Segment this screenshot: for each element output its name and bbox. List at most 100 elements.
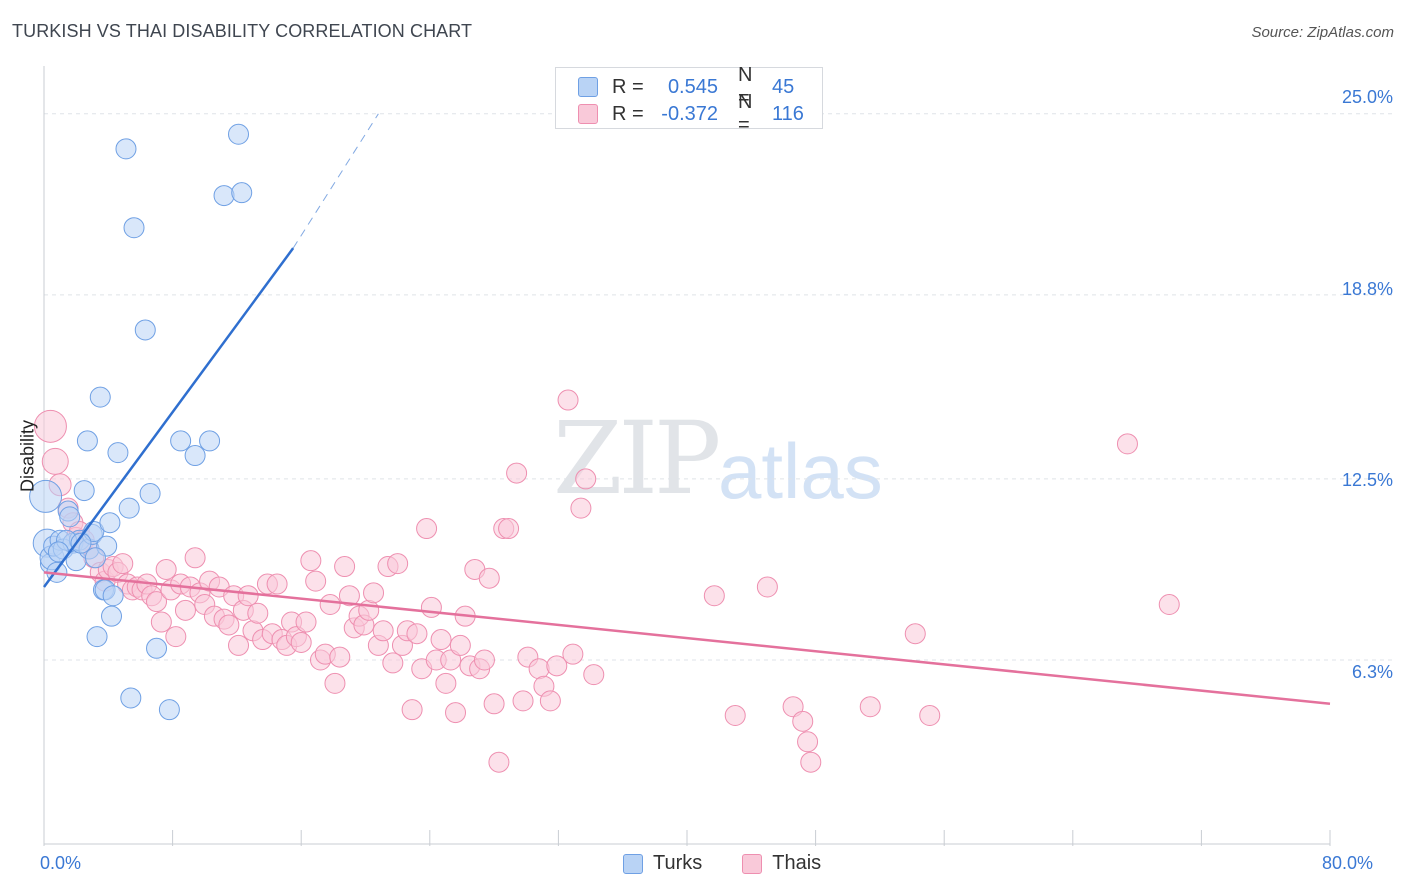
thais-point	[300, 550, 322, 572]
thais-point	[334, 556, 356, 578]
n-label: N =	[738, 91, 753, 136]
series-legend: Turks Thais	[623, 852, 861, 875]
thais-point	[290, 631, 312, 653]
thais-point	[473, 649, 495, 671]
thais-point	[416, 518, 438, 540]
thais-point	[512, 690, 534, 712]
thais-point	[449, 634, 471, 656]
x-tick-label-min: 0.0%	[40, 853, 82, 873]
turks-point	[59, 506, 81, 528]
turks-point	[231, 182, 253, 204]
chart-title: TURKISH VS THAI DISABILITY CORRELATION C…	[12, 21, 473, 41]
turks-point	[89, 386, 111, 408]
turks-point	[118, 497, 140, 519]
thais-point	[218, 614, 240, 636]
thais-point	[539, 690, 561, 712]
thais-swatch	[578, 104, 598, 124]
turks-point	[146, 637, 168, 659]
thais-point	[430, 629, 452, 651]
thais-point	[575, 468, 597, 490]
thais-point	[150, 611, 172, 633]
thais-point	[387, 553, 409, 575]
legend-item-thais[interactable]: Thais	[742, 852, 821, 875]
thais-point	[319, 593, 341, 615]
x-tick-label-max: 80.0%	[1322, 853, 1374, 873]
thais-point	[1116, 433, 1138, 455]
thais-trend-line	[43, 571, 1331, 706]
stats-row-turks: R = 0.545 N = 45	[578, 64, 795, 109]
r-label: R =	[612, 102, 644, 125]
r-value: 0.545	[667, 75, 718, 98]
turks-point	[70, 532, 92, 554]
turks-point	[84, 547, 106, 569]
thais-point	[562, 643, 584, 665]
n-label: N =	[738, 64, 753, 109]
thais-point	[247, 602, 269, 624]
thais-point	[440, 649, 462, 671]
turks-swatch	[578, 77, 598, 97]
thais-point	[174, 599, 196, 621]
thais-point	[324, 672, 346, 694]
turks-point	[123, 217, 145, 239]
thais-point	[528, 658, 550, 680]
thais-point	[184, 547, 206, 569]
legend-item-turks[interactable]: Turks	[623, 852, 702, 875]
source-credit: Source: ZipAtlas.com	[1251, 24, 1394, 41]
r-value: -0.372	[661, 102, 718, 125]
thais-point	[445, 702, 467, 724]
thais-point	[372, 620, 394, 642]
turks-swatch	[623, 853, 643, 874]
thais-point	[420, 596, 442, 618]
turks-point	[99, 512, 121, 534]
thais-point	[382, 652, 404, 674]
stats-row-thais: R = -0.372 N = 116	[578, 91, 804, 136]
thais-point	[305, 570, 327, 592]
thais-point	[146, 591, 168, 613]
turks-point	[86, 626, 108, 648]
thais-point	[237, 585, 259, 607]
turks-point	[115, 138, 137, 160]
thais-point	[800, 751, 822, 773]
n-value: 45	[772, 75, 795, 98]
thais-point	[904, 623, 926, 645]
thais-point	[358, 599, 380, 621]
thais-point	[401, 699, 423, 721]
turks-point	[101, 605, 123, 627]
thais-point	[570, 497, 592, 519]
thais-point	[498, 518, 520, 540]
trend-lines	[42, 113, 1331, 706]
turks-point	[184, 445, 206, 467]
turks-point	[170, 430, 192, 452]
y-axis-label: Disability	[17, 419, 38, 493]
turks-point	[73, 480, 95, 502]
legend-label-thais: Thais	[772, 852, 822, 874]
thais-points	[33, 389, 1180, 773]
thais-point	[266, 573, 288, 595]
thais-point	[228, 634, 250, 656]
turks-point	[228, 123, 250, 145]
n-value: 116	[772, 102, 804, 125]
y-tick-label-6-3: 6.3%	[1351, 662, 1393, 682]
thais-point	[165, 626, 187, 648]
turks-point	[199, 430, 221, 452]
thais-point	[919, 704, 941, 726]
thais-point	[583, 664, 605, 686]
thais-point	[488, 751, 510, 773]
thais-point	[483, 693, 505, 715]
turks-point	[213, 185, 235, 207]
watermark-atlas: atlas	[718, 427, 883, 515]
turks-point	[134, 319, 156, 341]
thais-point	[363, 582, 385, 604]
turks-point	[158, 699, 180, 721]
thais-point	[792, 710, 814, 732]
thais-point	[41, 447, 69, 475]
thais-point	[506, 462, 528, 484]
turks-point	[120, 687, 142, 709]
turks-point	[107, 442, 129, 464]
thais-point	[782, 696, 804, 718]
thais-point	[329, 646, 351, 668]
watermark-zip: ZIP	[553, 400, 721, 517]
y-tick-label-25: 25.0%	[1341, 87, 1393, 107]
y-tick-label-12-5: 12.5%	[1341, 470, 1393, 490]
